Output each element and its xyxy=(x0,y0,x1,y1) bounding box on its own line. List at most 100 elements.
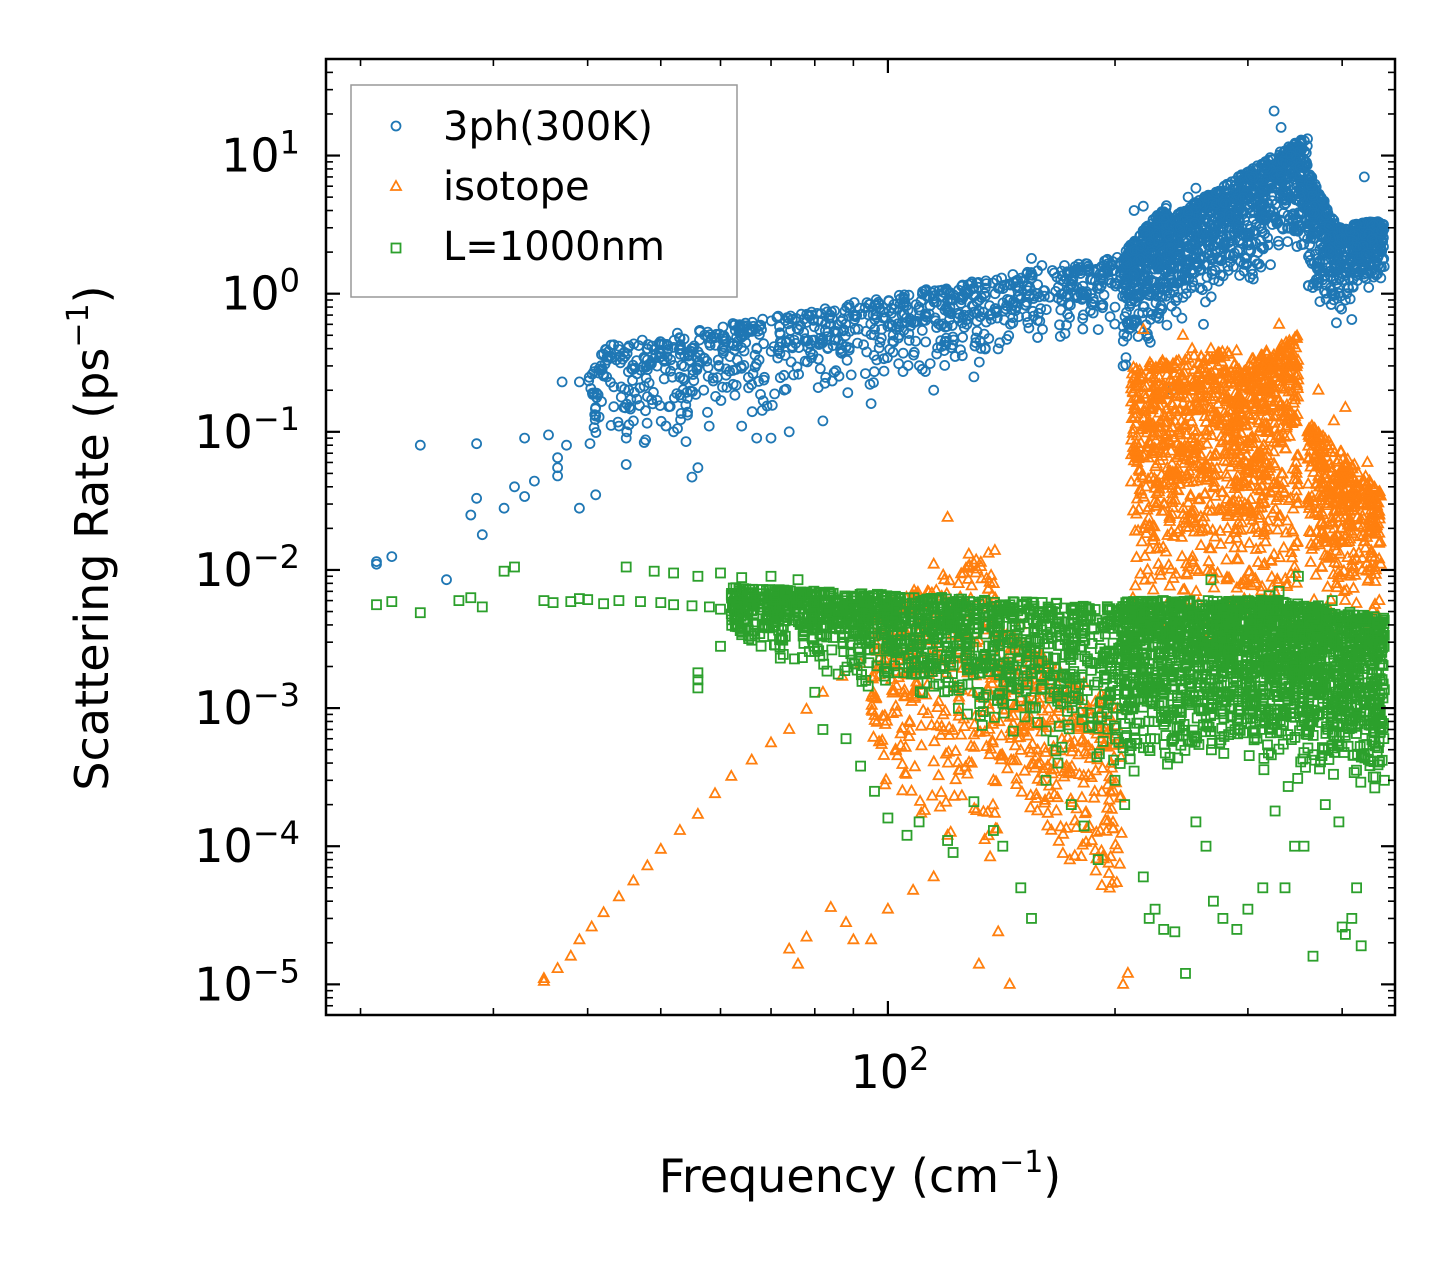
data-point-circle xyxy=(971,277,983,289)
data-point-circle xyxy=(618,401,630,413)
data-point-circle xyxy=(908,349,919,361)
data-point-circle xyxy=(1032,332,1043,343)
data-point-circle xyxy=(621,398,633,410)
data-point-circle xyxy=(785,310,796,322)
data-point-circle xyxy=(693,356,705,367)
data-point-circle xyxy=(1128,269,1140,281)
data-point-circle xyxy=(669,392,680,404)
data-point-circle xyxy=(1065,299,1076,311)
data-point-circle xyxy=(814,363,826,375)
data-point-circle xyxy=(774,328,786,340)
data-point-circle xyxy=(852,337,863,349)
data-point-circle xyxy=(916,324,928,336)
data-point-circle xyxy=(1234,269,1245,281)
data-point-circle xyxy=(738,359,750,371)
data-point-circle xyxy=(1032,288,1044,300)
data-point-circle xyxy=(623,340,635,352)
data-point-circle xyxy=(928,290,940,302)
data-point-circle xyxy=(1001,333,1013,345)
data-point-circle xyxy=(623,366,634,378)
data-point-circle xyxy=(1153,236,1164,248)
data-point-circle xyxy=(1134,291,1145,303)
data-point-circle xyxy=(878,306,890,318)
data-point-circle xyxy=(779,349,791,361)
data-point-circle xyxy=(712,354,724,366)
data-point-circle xyxy=(1135,240,1147,252)
data-point-circle xyxy=(1022,266,1033,278)
data-point-circle xyxy=(634,400,645,411)
data-point-circle xyxy=(715,395,727,406)
data-point-circle xyxy=(878,353,890,365)
data-point-circle xyxy=(887,346,899,358)
data-point-circle xyxy=(791,322,803,334)
data-point-circle xyxy=(969,340,981,352)
data-point-circle xyxy=(871,354,883,366)
data-point-circle xyxy=(747,368,759,380)
data-point-circle xyxy=(979,342,991,354)
data-point-circle xyxy=(939,359,951,371)
data-point-circle xyxy=(668,341,679,353)
data-point-circle xyxy=(1040,304,1052,316)
data-point-circle xyxy=(886,320,898,332)
data-point-circle xyxy=(1087,307,1099,319)
data-point-circle xyxy=(920,314,931,326)
data-point-circle xyxy=(897,366,909,378)
data-point-circle xyxy=(808,314,819,326)
data-point-circle xyxy=(605,419,617,431)
data-point-circle xyxy=(1021,311,1032,322)
data-point-circle xyxy=(791,361,803,373)
data-point-circle xyxy=(896,317,908,329)
data-point-circle xyxy=(758,338,769,350)
data-point-circle xyxy=(1039,290,1050,302)
data-point-circle xyxy=(1028,310,1039,322)
data-point-circle xyxy=(1065,281,1076,293)
data-point-circle xyxy=(619,383,630,395)
data-point-circle xyxy=(613,340,624,352)
data-point-circle xyxy=(1054,319,1065,331)
data-point-circle xyxy=(1037,323,1048,335)
data-point-circle xyxy=(1121,258,1133,269)
data-point-circle xyxy=(614,350,626,362)
data-point-circle xyxy=(858,339,869,351)
data-point-circle xyxy=(640,405,651,417)
data-point-circle xyxy=(643,377,655,389)
data-point-circle xyxy=(1142,274,1154,286)
data-point-circle xyxy=(586,368,598,380)
data-point-circle xyxy=(702,331,714,343)
data-point-circle xyxy=(920,366,931,377)
data-point-circle xyxy=(662,344,674,355)
data-point-circle xyxy=(1121,306,1132,318)
data-point-circle xyxy=(681,386,693,398)
data-point-circle xyxy=(873,342,885,354)
data-point-circle xyxy=(822,343,834,355)
data-point-circle xyxy=(651,394,663,406)
data-point-circle xyxy=(654,400,666,412)
data-point-circle xyxy=(1061,319,1072,331)
data-point-circle xyxy=(975,342,987,354)
data-point-circle xyxy=(1132,288,1143,300)
data-point-circle xyxy=(1025,267,1037,278)
data-point-circle xyxy=(744,326,756,337)
data-point-circle xyxy=(634,382,646,394)
data-point-circle xyxy=(1081,288,1093,300)
data-point-circle xyxy=(926,287,938,299)
data-point-circle xyxy=(956,350,968,362)
data-point-circle xyxy=(931,296,942,308)
data-point-circle xyxy=(588,366,600,378)
data-point-circle xyxy=(1044,291,1056,303)
data-point-circle xyxy=(1151,290,1163,302)
data-point-circle xyxy=(1062,267,1074,279)
data-point-circle xyxy=(749,361,761,373)
data-point-circle xyxy=(809,321,820,333)
data-point-circle xyxy=(1089,275,1101,287)
data-point-circle xyxy=(799,355,811,367)
data-point-circle xyxy=(766,315,777,327)
data-point-circle xyxy=(793,324,804,336)
data-point-circle xyxy=(971,307,982,319)
data-point-circle xyxy=(897,347,909,359)
data-point-circle xyxy=(899,296,911,308)
data-point-circle xyxy=(1050,285,1062,297)
data-point-circle xyxy=(1104,311,1116,323)
data-point-circle xyxy=(1123,323,1135,335)
data-point-circle xyxy=(761,400,773,412)
